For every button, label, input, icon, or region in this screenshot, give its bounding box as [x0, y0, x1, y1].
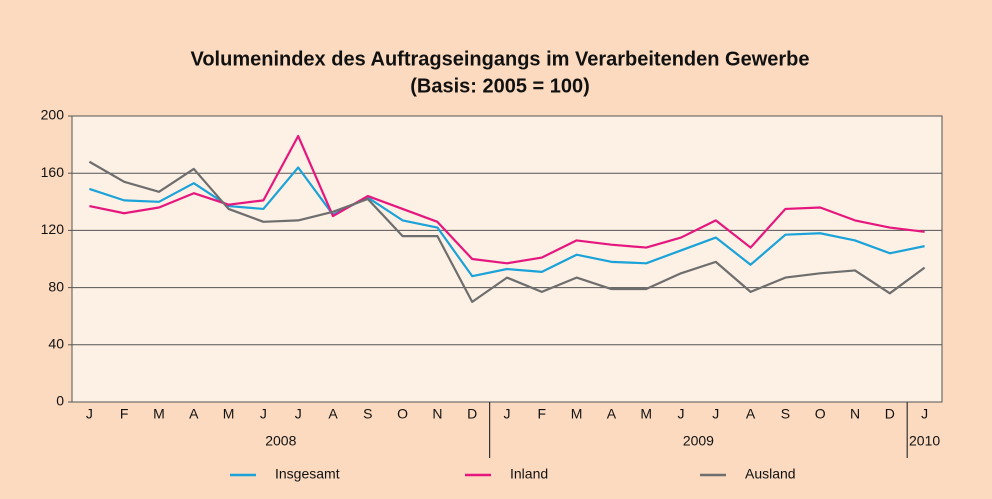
x-tick-label: F [538, 406, 547, 422]
x-tick-label: N [850, 406, 860, 422]
x-tick-label: M [571, 406, 583, 422]
x-tick-label: D [885, 406, 895, 422]
x-tick-label: M [640, 406, 652, 422]
x-tick-label: J [86, 406, 93, 422]
chart-subtitle: (Basis: 2005 = 100) [410, 75, 590, 97]
series-line [89, 134, 925, 265]
x-tick-label: D [467, 406, 477, 422]
y-tick-label: 80 [48, 278, 64, 294]
plot-area [72, 116, 942, 402]
chart-title: Volumenindex des Auftragseingangs im Ver… [190, 48, 809, 70]
x-tick-label: M [153, 406, 165, 422]
plot-border [71, 115, 943, 403]
x-tick-label: A [189, 406, 199, 422]
x-tick-label: O [397, 406, 408, 422]
year-label: 2010 [909, 433, 940, 449]
x-tick-label: J [504, 406, 511, 422]
legend-label: Insgesamt [275, 466, 340, 482]
x-tick-label: J [921, 406, 928, 422]
legend-label: Inland [510, 466, 548, 482]
x-tick-label: O [815, 406, 826, 422]
legend-label: Ausland [745, 466, 796, 482]
series-line [88, 160, 926, 303]
x-tick-label: N [432, 406, 442, 422]
series-line [89, 166, 925, 278]
x-tick-label: J [260, 406, 267, 422]
y-tick-label: 160 [41, 164, 65, 180]
y-tick-label: 0 [56, 393, 64, 409]
x-tick-label: A [607, 406, 617, 422]
x-tick-label: S [781, 406, 790, 422]
x-tick-label: S [363, 406, 372, 422]
x-tick-label: A [328, 406, 338, 422]
year-label: 2008 [265, 433, 296, 449]
y-tick-label: 40 [48, 336, 64, 352]
x-tick-label: J [678, 406, 685, 422]
year-label: 2009 [683, 433, 714, 449]
y-tick-label: 120 [41, 221, 65, 237]
x-tick-label: F [120, 406, 129, 422]
x-tick-label: A [746, 406, 756, 422]
y-tick-label: 200 [41, 107, 65, 123]
x-tick-label: M [223, 406, 235, 422]
x-tick-label: J [712, 406, 719, 422]
x-tick-label: J [295, 406, 302, 422]
